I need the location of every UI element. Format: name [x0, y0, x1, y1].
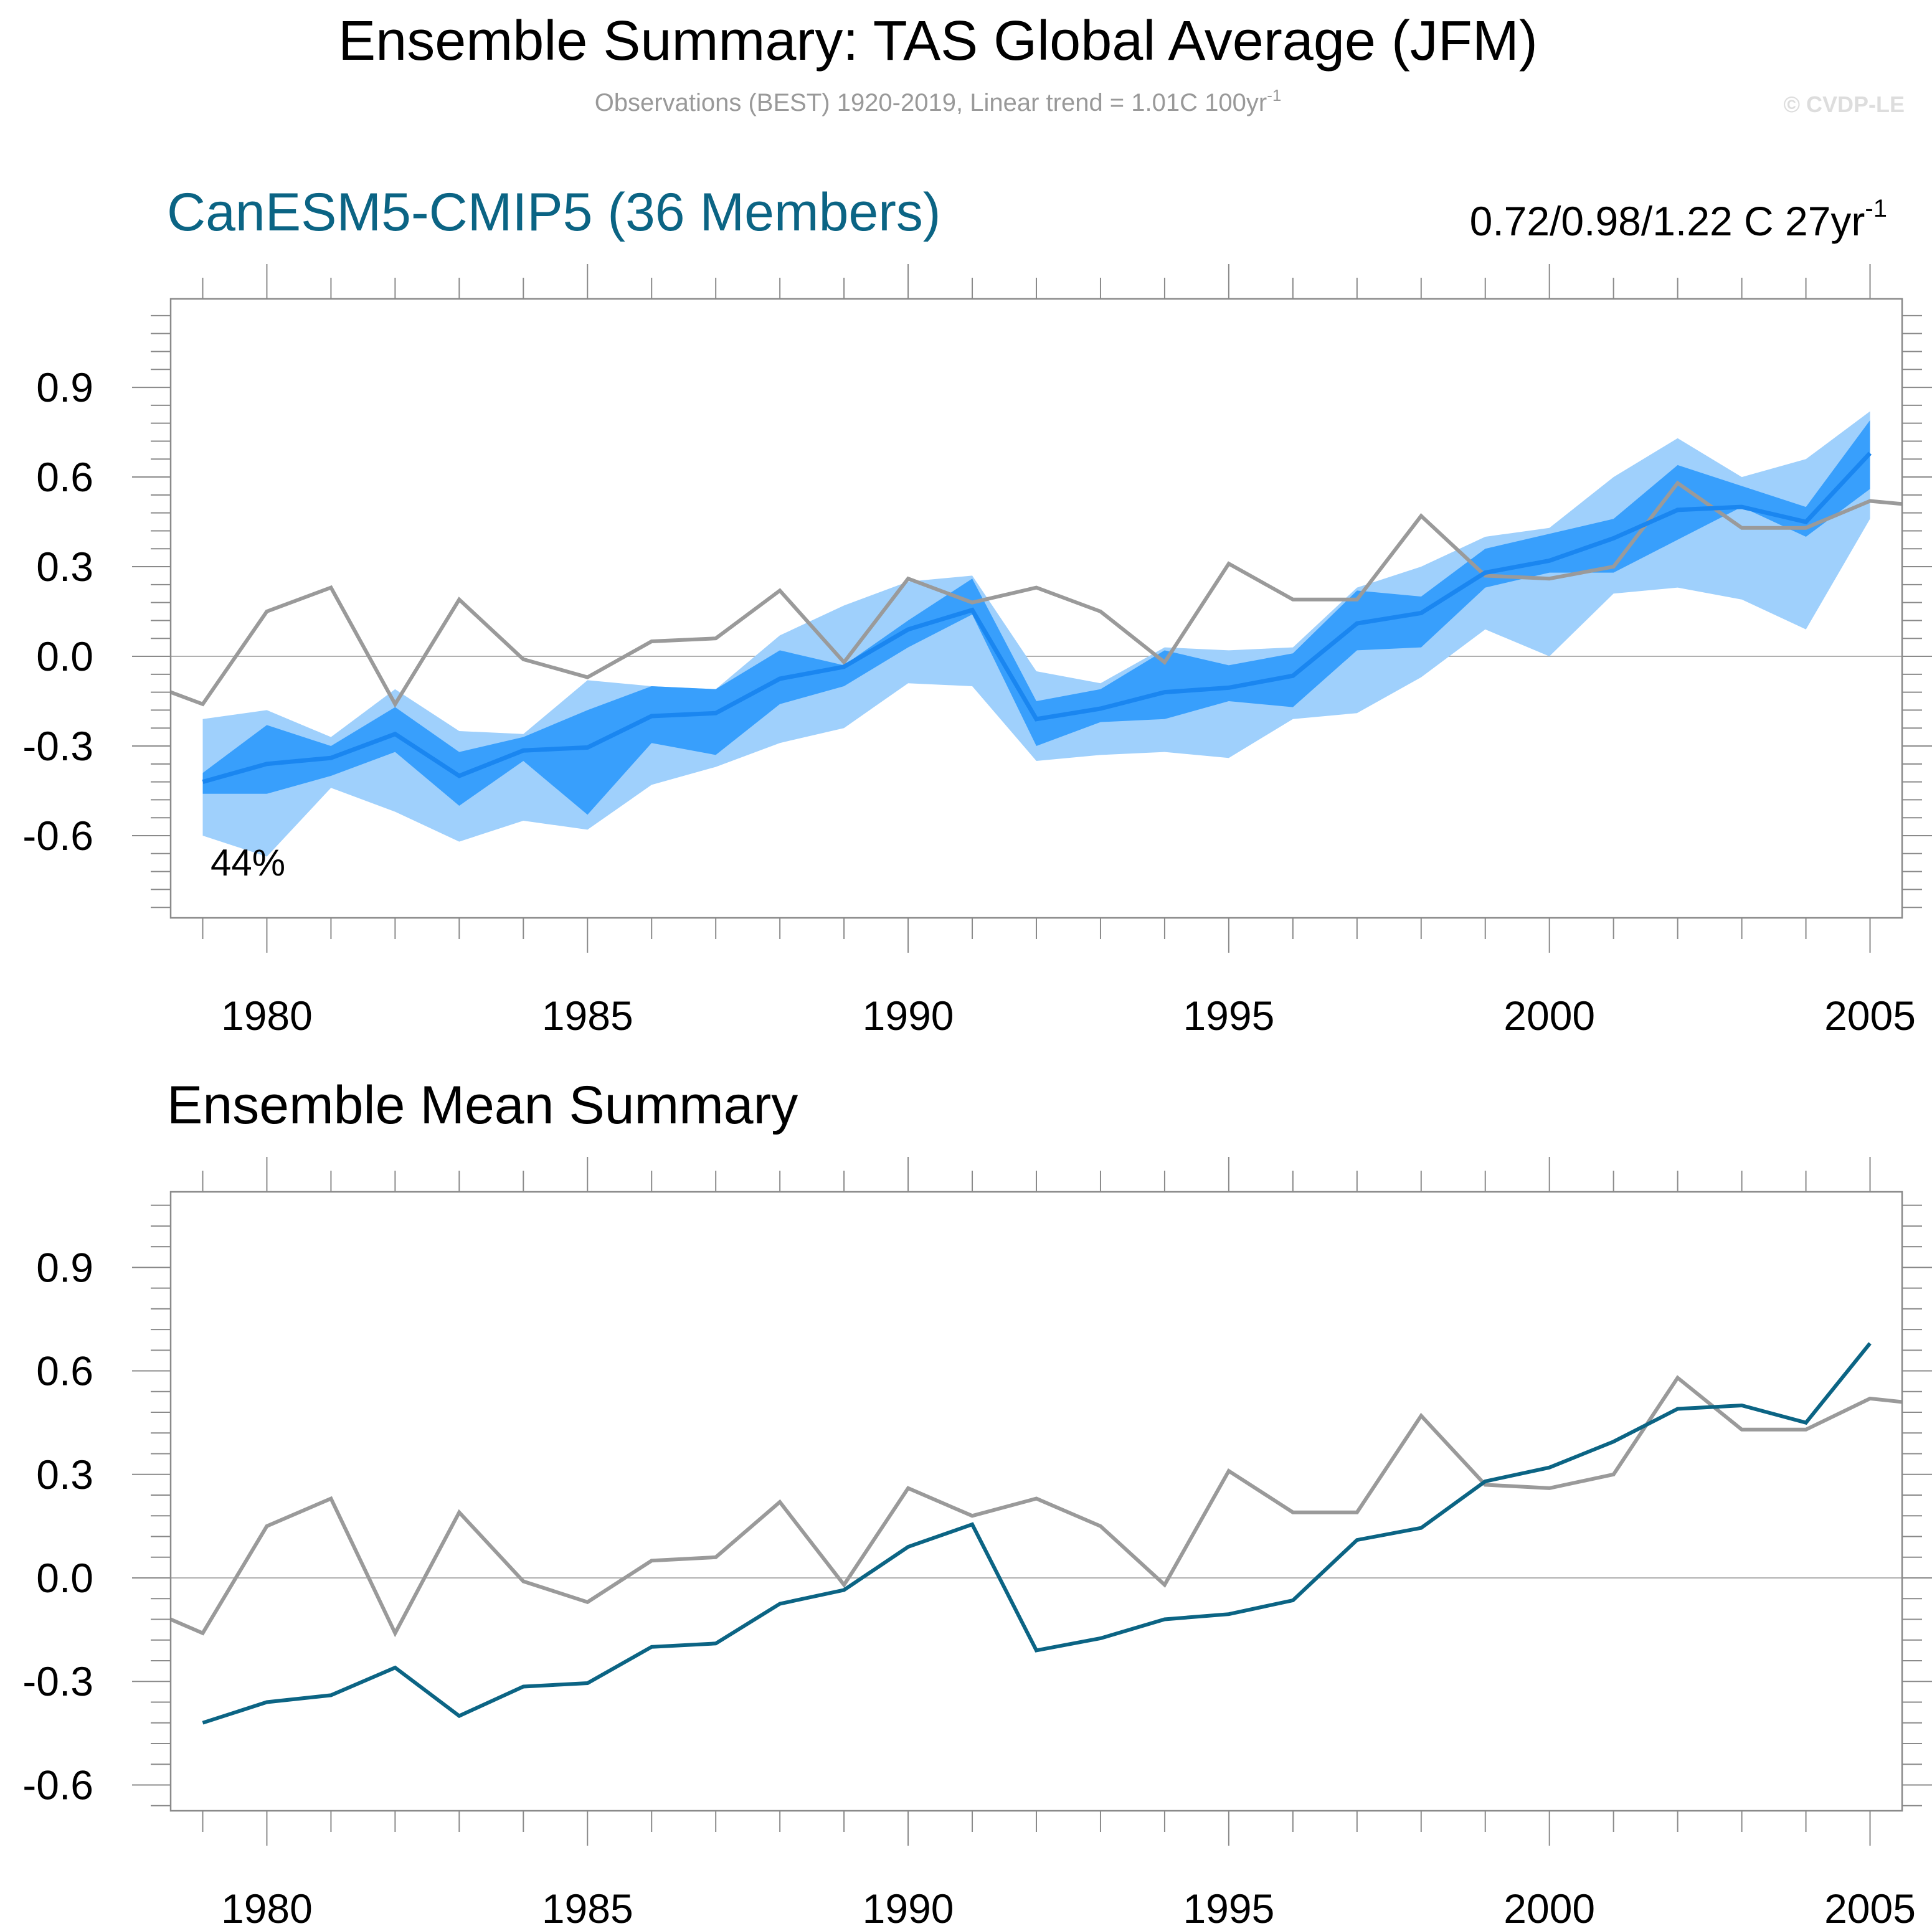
figure-title: Ensemble Summary: TAS Global Average (JF… — [338, 10, 1538, 72]
percent-annotation: 44% — [211, 842, 285, 884]
y-tick-label: 0.0 — [36, 633, 93, 679]
y-tick-label: 0.0 — [36, 1555, 93, 1601]
plot-content — [171, 1342, 1902, 1725]
observations-line — [171, 480, 1902, 708]
y-tick-label: -0.3 — [22, 723, 93, 769]
ensemble-mean-line — [202, 1342, 1872, 1725]
observations-line — [171, 1375, 1902, 1638]
x-tick-label: 1985 — [542, 993, 633, 1039]
plot-content — [171, 411, 1902, 857]
x-tick-label: 1995 — [1183, 1886, 1274, 1926]
trend-label: 0.72/0.98/1.22 C 27yr-1 — [1470, 195, 1887, 244]
y-tick-label: 0.9 — [36, 1244, 93, 1290]
y-tick-label: -0.3 — [22, 1658, 93, 1704]
top-plot-area: 1980 1985 1990 1995 2000 2005 0.9 0.6 0.3 0.0 -0.3… — [22, 264, 1932, 1039]
ensemble-mean-line — [202, 451, 1872, 784]
y-tick-label: 0.9 — [36, 364, 93, 410]
x-tick-label: 1990 — [863, 1886, 954, 1926]
y-tick-label: 0.3 — [36, 1452, 93, 1498]
x-tick-label: 1990 — [863, 993, 954, 1039]
copyright-label: © CVDP-LE — [1783, 92, 1905, 117]
x-tick-label: 1980 — [221, 993, 313, 1039]
bottom-plot-area: 1980 1985 1990 1995 2000 2005 0.9 0.6 0.3 0.0 -0.3… — [22, 1157, 1932, 1926]
x-tick-label: 1985 — [542, 1886, 633, 1926]
plot-frame — [169, 1191, 1903, 1812]
ensemble-summary-panel: CanESM5-CMIP5 (36 Members) 0.72/0.98/1.2… — [22, 182, 1932, 1039]
x-tick-label: 1980 — [221, 1886, 313, 1926]
y-tick-label: 0.3 — [36, 544, 93, 590]
ensemble-mean-title: Ensemble Mean Summary — [167, 1075, 798, 1135]
ensemble-mean-panel: Ensemble Mean Summary 1980 1985 1990 1995 20… — [22, 1075, 1932, 1926]
subtitle-text: Observations (BEST) 1920-2019, Linear tr… — [595, 89, 1267, 116]
figure-subtitle: Observations (BEST) 1920-2019, Linear tr… — [595, 86, 1282, 116]
x-tick-label: 2005 — [1824, 993, 1916, 1039]
y-tick-label: -0.6 — [22, 1762, 93, 1808]
y-tick-label: 0.6 — [36, 454, 93, 500]
model-title: CanESM5-CMIP5 (36 Members) — [167, 182, 941, 242]
x-tick-label: 2000 — [1503, 993, 1595, 1039]
interquartile-band — [202, 420, 1870, 815]
x-tick-label: 2000 — [1503, 1886, 1595, 1926]
y-tick-label: 0.6 — [36, 1348, 93, 1394]
trend-superscript: -1 — [1865, 195, 1887, 222]
trend-text: 0.72/0.98/1.22 C 27yr — [1470, 198, 1865, 244]
x-tick-label: 1995 — [1183, 993, 1274, 1039]
y-tick-label: -0.6 — [22, 813, 93, 859]
x-tick-label: 2005 — [1824, 1886, 1916, 1926]
subtitle-superscript: -1 — [1267, 86, 1281, 105]
